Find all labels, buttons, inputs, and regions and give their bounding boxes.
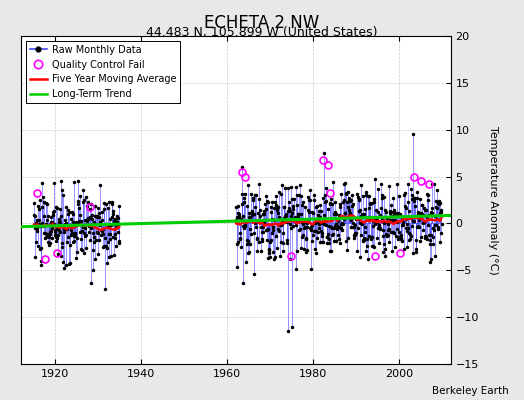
Text: Berkeley Earth: Berkeley Earth (432, 386, 508, 396)
Text: 44.483 N, 105.899 W (United States): 44.483 N, 105.899 W (United States) (146, 26, 378, 39)
Legend: Raw Monthly Data, Quality Control Fail, Five Year Moving Average, Long-Term Tren: Raw Monthly Data, Quality Control Fail, … (26, 41, 180, 103)
Y-axis label: Temperature Anomaly (°C): Temperature Anomaly (°C) (488, 126, 498, 274)
Text: ECHETA 2 NW: ECHETA 2 NW (204, 14, 320, 32)
